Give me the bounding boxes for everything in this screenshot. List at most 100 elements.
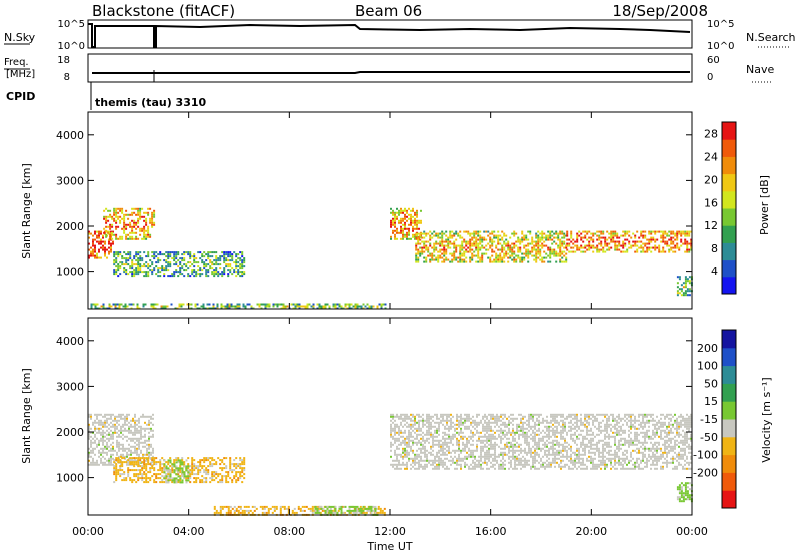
data-cell xyxy=(518,424,520,426)
data-cell xyxy=(189,255,191,257)
data-cell xyxy=(424,460,426,462)
data-cell xyxy=(241,261,243,263)
data-cell xyxy=(686,247,688,249)
data-cell xyxy=(528,422,530,424)
data-cell xyxy=(112,448,114,450)
data-cell xyxy=(114,416,116,418)
data-cell xyxy=(92,251,94,253)
data-cell xyxy=(535,235,537,237)
data-cell xyxy=(408,434,410,436)
data-cell xyxy=(347,304,349,306)
data-cell xyxy=(402,458,404,460)
data-cell xyxy=(114,420,116,422)
data-cell xyxy=(176,477,178,479)
data-cell xyxy=(472,460,474,462)
data-cell xyxy=(428,442,430,444)
data-cell xyxy=(412,210,414,212)
data-cell xyxy=(496,456,498,458)
data-cell xyxy=(522,460,524,462)
data-cell xyxy=(193,473,195,475)
data-cell xyxy=(494,468,496,470)
data-cell xyxy=(98,251,100,253)
data-cell xyxy=(283,304,285,306)
data-cell xyxy=(519,243,521,245)
data-cell xyxy=(642,237,644,239)
data-cell xyxy=(146,424,148,426)
data-cell xyxy=(269,306,271,308)
data-cell xyxy=(576,235,578,237)
data-cell xyxy=(205,253,207,255)
data-cell xyxy=(521,231,523,233)
data-cell xyxy=(494,460,496,462)
data-cell xyxy=(127,475,129,477)
data-cell xyxy=(163,306,165,308)
data-cell xyxy=(209,463,211,465)
data-cell xyxy=(222,506,224,508)
colorbar-swatch xyxy=(722,122,736,140)
data-cell xyxy=(106,414,108,416)
data-cell xyxy=(410,432,412,434)
data-cell xyxy=(477,231,479,233)
data-cell xyxy=(580,247,582,249)
data-cell xyxy=(109,306,111,308)
data-cell xyxy=(124,436,126,438)
data-cell xyxy=(541,239,543,241)
data-cell xyxy=(461,255,463,257)
data-cell xyxy=(119,459,121,461)
data-cell xyxy=(477,245,479,247)
data-cell xyxy=(532,432,534,434)
data-cell xyxy=(460,422,462,424)
data-cell xyxy=(588,237,590,239)
data-cell xyxy=(490,414,492,416)
data-cell xyxy=(416,214,418,216)
data-cell xyxy=(538,416,540,418)
data-cell xyxy=(135,473,137,475)
data-cell xyxy=(504,454,506,456)
data-cell xyxy=(155,461,157,463)
data-cell xyxy=(150,452,152,454)
data-cell xyxy=(153,253,155,255)
data-cell xyxy=(120,414,122,416)
data-cell xyxy=(503,253,505,255)
data-cell xyxy=(121,210,123,212)
data-cell xyxy=(139,265,141,267)
data-cell xyxy=(128,432,130,434)
data-cell xyxy=(437,259,439,261)
data-cell xyxy=(137,473,139,475)
data-cell xyxy=(628,235,630,237)
data-cell xyxy=(479,239,481,241)
data-cell xyxy=(541,257,543,259)
data-cell xyxy=(390,450,392,452)
data-cell xyxy=(522,450,524,452)
data-cell xyxy=(539,239,541,241)
data-cell xyxy=(515,259,517,261)
data-cell xyxy=(489,237,491,239)
data-cell xyxy=(486,458,488,460)
data-cell xyxy=(369,508,371,510)
data-cell xyxy=(500,428,502,430)
data-cell xyxy=(497,237,499,239)
data-cell xyxy=(181,265,183,267)
data-cell xyxy=(596,247,598,249)
data-cell xyxy=(482,426,484,428)
data-cell xyxy=(438,466,440,468)
data-cell xyxy=(311,306,313,308)
data-cell xyxy=(90,414,92,416)
data-cell xyxy=(243,261,245,263)
data-cell xyxy=(100,454,102,456)
data-cell xyxy=(532,462,534,464)
data-cell xyxy=(153,222,155,224)
data-cell xyxy=(151,214,153,216)
data-cell xyxy=(489,257,491,259)
data-cell xyxy=(432,468,434,470)
data-cell xyxy=(100,434,102,436)
data-cell xyxy=(474,458,476,460)
data-cell xyxy=(479,259,481,261)
data-cell xyxy=(517,249,519,251)
data-cell xyxy=(133,232,135,234)
data-cell xyxy=(302,510,304,512)
data-cell xyxy=(106,438,108,440)
data-cell xyxy=(428,420,430,422)
data-cell xyxy=(363,506,365,508)
data-cell xyxy=(109,214,111,216)
